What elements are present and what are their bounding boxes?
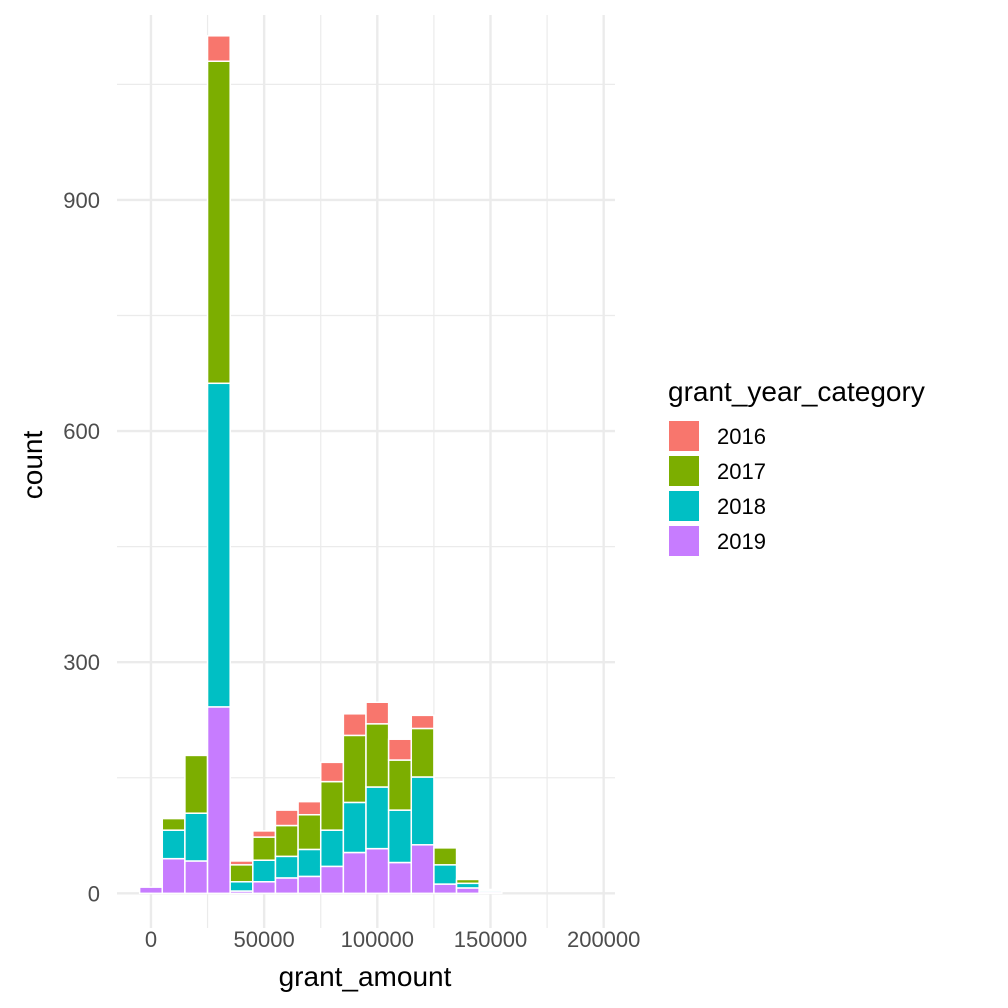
legend-title: grant_year_category: [668, 376, 925, 407]
bar-segment-2018: [184, 812, 209, 862]
bars: [138, 35, 503, 895]
x-tick-label: 50000: [234, 927, 295, 952]
bar-segment-2019: [252, 881, 277, 895]
legend-label: 2017: [717, 459, 766, 484]
y-tick-label: 900: [63, 188, 100, 213]
legend-label: 2016: [717, 424, 766, 449]
bar-segment-2018: [252, 859, 277, 883]
bar-segment-2019: [342, 851, 367, 895]
legend-label: 2018: [717, 494, 766, 519]
bar-segment-2019: [319, 865, 345, 895]
bar-segment-2016: [206, 35, 231, 62]
x-axis-title: grant_amount: [279, 961, 452, 992]
x-tick-label: 0: [145, 927, 157, 952]
bar-segment-2017: [252, 836, 277, 861]
bar-segment-2018: [206, 382, 231, 708]
bar-segment-2017: [229, 864, 254, 883]
bar-segment-2018: [387, 809, 413, 864]
bar-segment-2019: [184, 860, 209, 895]
bar-segment-2018: [274, 855, 299, 879]
legend-key-2016: [669, 421, 699, 451]
bar-segment-2018: [365, 786, 390, 850]
bar-segment-2017: [297, 813, 322, 851]
bar-segment-2017: [387, 759, 413, 811]
bar-segment-2019: [138, 886, 164, 895]
y-tick-label: 600: [63, 419, 100, 444]
legend-key-2018: [669, 491, 699, 521]
bar-segment-2019: [297, 875, 322, 895]
bar-segment-2017: [365, 723, 390, 788]
bar-segment-2016: [410, 714, 435, 730]
bar-segment-2018: [342, 801, 367, 854]
bar-segment-2016: [387, 738, 413, 761]
bar-segment-2017: [206, 60, 231, 385]
bar-segment-2017: [184, 754, 209, 814]
bar-segment-2016: [252, 830, 277, 838]
bar-segment-2016: [274, 809, 299, 827]
y-axis-tick-labels: 0 300 600 900: [63, 188, 100, 906]
bar-segment-2017: [455, 878, 480, 885]
bar-segment-2016: [297, 800, 322, 816]
x-tick-label: 200000: [567, 927, 640, 952]
bar-segment-2018: [319, 829, 345, 868]
y-tick-label: 0: [88, 881, 100, 906]
bar-segment-2016: [342, 713, 367, 737]
bar-segment-2019: [455, 887, 480, 895]
bar-segment-2017: [478, 888, 503, 891]
legend-key-2019: [669, 526, 699, 556]
bar-segment-2018: [297, 848, 322, 878]
bar-segment-2017: [410, 727, 435, 778]
y-tick-label: 300: [63, 650, 100, 675]
bar-segment-2018: [410, 776, 435, 846]
y-axis-title: count: [17, 431, 48, 500]
x-axis-tick-labels: 0 50000 100000 150000 200000: [145, 927, 641, 952]
bar-segment-2019: [387, 861, 413, 895]
bar-segment-2017: [319, 780, 345, 831]
x-tick-label: 100000: [341, 927, 414, 952]
bar-segment-2018: [161, 829, 186, 860]
bar-segment-2019: [274, 877, 299, 895]
legend-key-2017: [669, 456, 699, 486]
bar-segment-2019: [365, 847, 390, 895]
bar-segment-2017: [342, 734, 367, 804]
bar-segment-2016: [229, 860, 254, 866]
bar-segment-2016: [319, 761, 345, 783]
bar-segment-2019: [410, 844, 435, 895]
legend: grant_year_category 2016 2017 2018 2019: [668, 376, 925, 556]
legend-label: 2019: [717, 529, 766, 554]
bar-segment-2016: [365, 701, 390, 725]
bar-segment-2019: [433, 883, 458, 895]
bar-segment-2019: [206, 706, 231, 895]
bar-segment-2019: [161, 857, 186, 895]
bar-segment-2018: [229, 881, 254, 892]
bar-segment-2017: [433, 847, 458, 866]
bar-segment-2017: [161, 817, 186, 831]
bar-segment-2018: [433, 864, 458, 885]
bar-segment-2017: [274, 824, 299, 858]
x-tick-label: 150000: [454, 927, 527, 952]
